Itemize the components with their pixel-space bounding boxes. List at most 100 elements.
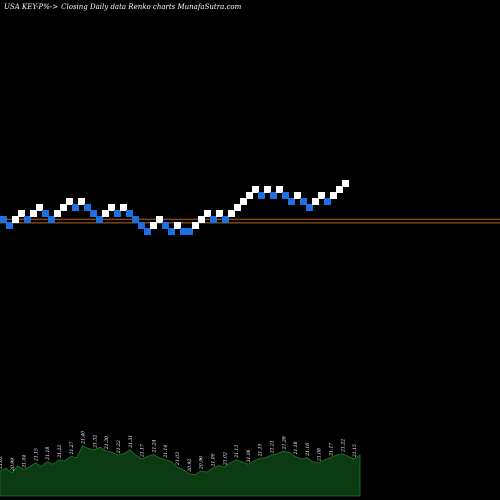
renko-brick-11 (60, 204, 67, 211)
renko-brick-2 (6, 222, 13, 229)
renko-brick-57 (336, 186, 343, 193)
renko-brick-28 (162, 222, 169, 229)
renko-brick-17 (96, 216, 103, 223)
header-descriptor: Closing Daily data Renko charts MunafaSu… (61, 3, 241, 11)
volume-label-19: 21.30 (104, 436, 110, 450)
renko-brick-49 (288, 198, 295, 205)
volume-label-49: 21.26 (281, 436, 287, 450)
renko-brick-56 (330, 192, 337, 199)
volume-label-55: 21.08 (317, 448, 323, 462)
renko-brick-24 (138, 222, 145, 229)
renko-brick-14 (78, 198, 85, 205)
renko-brick-22 (126, 210, 133, 217)
renko-brick-16 (90, 210, 97, 217)
renko-brick-20 (114, 210, 121, 217)
renko-brick-29 (168, 228, 175, 235)
renko-brick-19 (108, 204, 115, 211)
renko-brick-58 (342, 180, 349, 187)
volume-label-59: 21.22 (340, 439, 346, 453)
volume-label-27: 21.24 (151, 439, 157, 453)
renko-brick-38 (222, 216, 229, 223)
volume-panel (0, 445, 361, 497)
reference-lines (0, 218, 500, 224)
renko-brick-8 (42, 210, 49, 217)
volume-label-3: 20.99 (10, 458, 16, 472)
renko-brick-25 (144, 228, 151, 235)
renko-brick-18 (102, 210, 109, 217)
volume-label-23: 21.31 (128, 435, 134, 449)
volume-label-29: 21.14 (163, 445, 169, 459)
renko-brick-35 (204, 210, 211, 217)
renko-brick-43 (252, 186, 259, 193)
volume-label-53: 21.16 (305, 443, 311, 457)
renko-brick-13 (72, 204, 79, 211)
volume-label-1: 21.02 (0, 456, 4, 470)
chart-header: USA KEY-P%-> Closing Daily data Renko cha… (4, 3, 242, 11)
renko-brick-34 (198, 216, 205, 223)
renko-brick-50 (294, 192, 301, 199)
renko-brick-3 (12, 216, 19, 223)
volume-label-37: 21.00 (210, 453, 216, 467)
header-symbol-suffix: % (43, 3, 50, 11)
volume-label-31: 21.03 (175, 452, 181, 466)
renko-bricks (0, 180, 349, 235)
renko-brick-36 (210, 216, 217, 223)
renko-brick-15 (84, 204, 91, 211)
volume-label-51: 21.18 (293, 441, 299, 455)
volume-label-13: 21.27 (69, 441, 75, 455)
renko-brick-6 (30, 210, 37, 217)
volume-label-35: 20.96 (199, 456, 205, 470)
renko-brick-26 (150, 222, 157, 229)
renko-brick-42 (246, 192, 253, 199)
renko-brick-21 (120, 204, 127, 211)
renko-brick-37 (216, 210, 223, 217)
volume-label-11: 21.22 (57, 445, 63, 459)
volume-labels: 21.02 20.99 21.04 21.15 21.18 21.22 21.27 21.40… (0, 431, 358, 473)
renko-brick-30 (174, 222, 181, 229)
renko-brick-10 (54, 210, 61, 217)
volume-label-33: 20.92 (187, 459, 193, 473)
renko-brick-23 (132, 216, 139, 223)
volume-label-15: 21.40 (81, 431, 87, 445)
header-ticker: USA KEY-P (4, 3, 44, 11)
volume-label-21: 21.22 (116, 440, 122, 454)
renko-brick-52 (306, 204, 313, 211)
renko-brick-48 (282, 192, 289, 199)
header-arrow: -> (50, 3, 58, 11)
volume-label-17: 21.32 (92, 435, 98, 449)
volume-area (0, 445, 361, 497)
renko-brick-44 (258, 192, 265, 199)
volume-label-5: 21.04 (22, 455, 28, 469)
renko-brick-33 (192, 222, 199, 229)
renko-brick-40 (234, 204, 241, 211)
volume-label-57: 21.17 (329, 443, 335, 457)
renko-brick-4 (18, 210, 25, 217)
renko-brick-51 (300, 198, 307, 205)
volume-label-9: 21.18 (45, 447, 51, 461)
renko-brick-7 (36, 204, 43, 211)
volume-label-45: 21.15 (258, 443, 264, 457)
volume-label-43: 21.06 (246, 449, 252, 463)
renko-brick-47 (276, 186, 283, 193)
volume-label-47: 21.21 (269, 440, 275, 454)
renko-brick-55 (324, 198, 331, 205)
renko-brick-27 (156, 216, 163, 223)
renko-brick-32 (186, 228, 193, 235)
renko-brick-54 (318, 192, 325, 199)
renko-brick-53 (312, 198, 319, 205)
renko-brick-5 (24, 216, 31, 223)
volume-label-7: 21.15 (33, 448, 39, 462)
renko-brick-41 (240, 198, 247, 205)
volume-label-39: 21.02 (222, 452, 228, 466)
renko-brick-45 (264, 186, 271, 193)
renko-brick-1 (0, 216, 7, 223)
volume-label-61: 21.15 (352, 444, 358, 458)
renko-brick-31 (180, 228, 187, 235)
renko-brick-12 (66, 198, 73, 205)
volume-label-25: 21.17 (140, 444, 146, 458)
renko-brick-46 (270, 192, 277, 199)
renko-brick-39 (228, 210, 235, 217)
renko-brick-9 (48, 216, 55, 223)
